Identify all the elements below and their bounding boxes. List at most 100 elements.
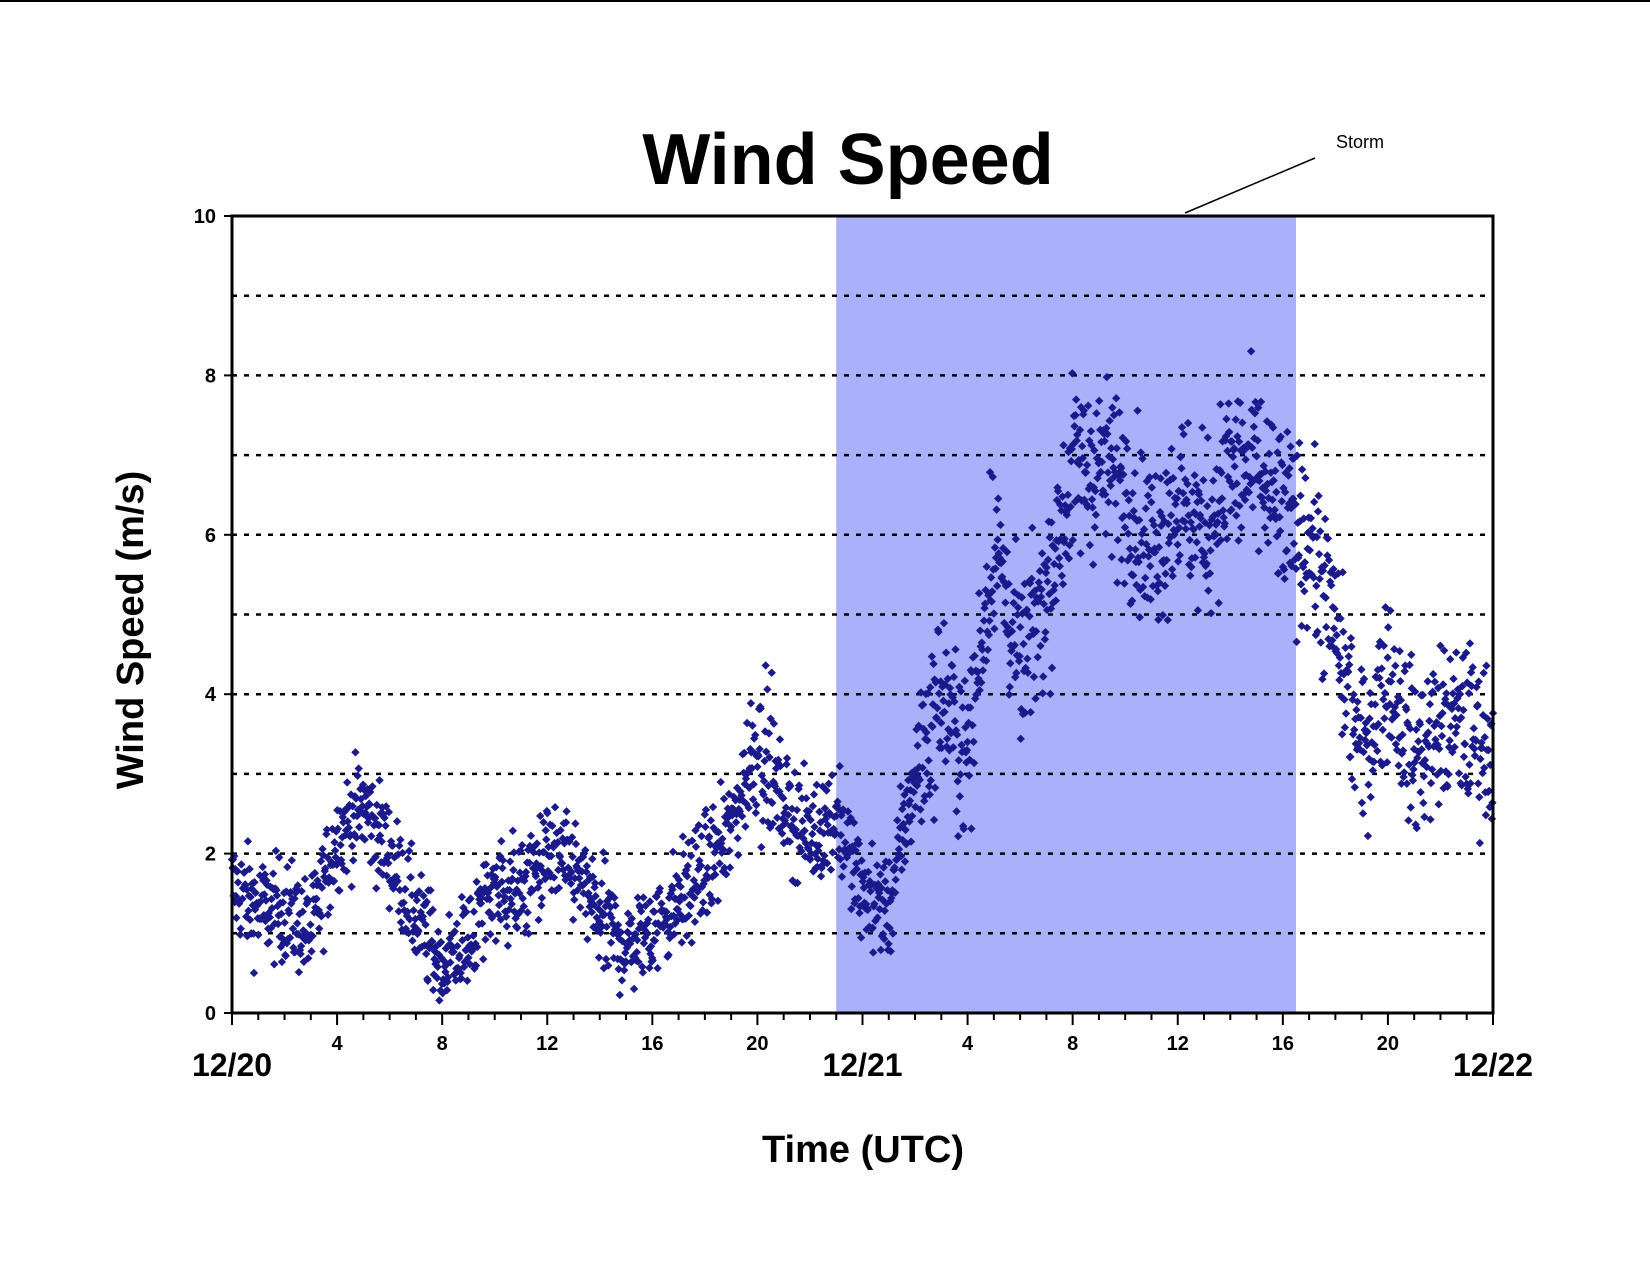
data-point — [1261, 467, 1270, 476]
data-point — [828, 848, 837, 857]
data-point — [588, 872, 598, 881]
data-point — [245, 915, 255, 925]
data-point — [847, 882, 857, 891]
data-point — [896, 851, 906, 861]
data-point — [1200, 549, 1209, 558]
data-point — [1275, 512, 1284, 522]
data-point — [907, 811, 917, 821]
data-point — [918, 700, 928, 709]
data-point — [1316, 527, 1325, 536]
data-point — [1318, 674, 1327, 684]
data-point — [760, 756, 769, 766]
data-point — [1088, 560, 1098, 569]
data-point — [1421, 736, 1430, 746]
data-point — [638, 962, 647, 971]
data-point — [1015, 652, 1024, 661]
data-point — [530, 841, 539, 851]
data-point — [318, 850, 328, 860]
data-point — [762, 747, 771, 756]
data-point — [344, 823, 354, 832]
data-point — [1320, 561, 1329, 570]
data-point — [441, 944, 451, 953]
data-point — [307, 947, 316, 956]
data-point — [868, 923, 877, 933]
data-point — [1309, 497, 1319, 507]
data-point — [378, 803, 387, 812]
data-point — [783, 810, 793, 820]
data-point — [428, 937, 437, 946]
data-point — [362, 811, 371, 820]
data-point — [983, 645, 993, 654]
data-point — [1217, 468, 1226, 478]
data-point — [1003, 622, 1012, 632]
data-point — [1100, 436, 1109, 446]
data-point — [879, 934, 889, 944]
data-point — [532, 839, 542, 848]
data-points — [227, 347, 1498, 1005]
data-point — [991, 564, 1000, 573]
data-point — [236, 924, 245, 933]
data-point — [432, 957, 441, 967]
data-point — [1183, 479, 1192, 489]
data-point — [882, 899, 891, 908]
data-point — [358, 780, 368, 789]
data-point — [1152, 528, 1161, 537]
data-point — [779, 838, 788, 848]
data-point — [488, 911, 497, 921]
data-point — [1444, 742, 1454, 752]
data-point — [283, 862, 292, 872]
data-point — [722, 818, 731, 827]
data-point — [277, 909, 286, 919]
data-point — [734, 850, 743, 860]
data-point — [1337, 730, 1347, 739]
data-point — [1470, 744, 1479, 753]
data-point — [1111, 393, 1121, 403]
data-point — [1430, 721, 1439, 731]
data-point — [404, 928, 413, 938]
data-point — [291, 888, 300, 898]
data-point — [1285, 558, 1295, 568]
data-point — [481, 935, 490, 944]
data-point — [954, 832, 963, 841]
data-point — [505, 857, 515, 866]
data-point — [1031, 627, 1041, 636]
data-point — [1380, 714, 1389, 723]
data-point — [1425, 700, 1435, 709]
data-point — [1340, 695, 1349, 704]
data-point — [694, 865, 703, 874]
data-point — [1388, 670, 1397, 679]
data-point — [1398, 746, 1408, 755]
data-point — [515, 868, 525, 877]
data-point — [1364, 780, 1373, 789]
data-point — [1055, 561, 1064, 571]
data-point — [1384, 623, 1393, 632]
data-point — [1106, 481, 1115, 490]
data-point — [686, 851, 696, 861]
data-point — [757, 771, 767, 780]
data-point — [881, 877, 890, 886]
data-point — [1480, 733, 1489, 742]
data-point — [341, 830, 350, 840]
data-point — [814, 841, 824, 850]
data-point — [491, 936, 501, 946]
data-point — [439, 956, 448, 965]
data-point — [1261, 486, 1271, 495]
data-point — [702, 908, 712, 917]
data-point — [884, 939, 893, 949]
data-point — [1219, 513, 1228, 522]
data-point — [939, 618, 949, 628]
data-point — [771, 764, 781, 773]
data-point — [1260, 523, 1270, 532]
data-point — [374, 820, 384, 830]
data-point — [993, 535, 1002, 544]
data-point — [790, 768, 799, 777]
data-point — [1153, 572, 1162, 582]
data-point — [335, 807, 345, 816]
data-point — [1097, 457, 1107, 467]
data-point — [549, 873, 559, 882]
data-point — [1117, 555, 1126, 564]
x-tick-label: 16 — [641, 1033, 663, 1055]
data-point — [969, 758, 979, 768]
data-point — [1090, 446, 1099, 455]
data-point — [1193, 606, 1203, 615]
